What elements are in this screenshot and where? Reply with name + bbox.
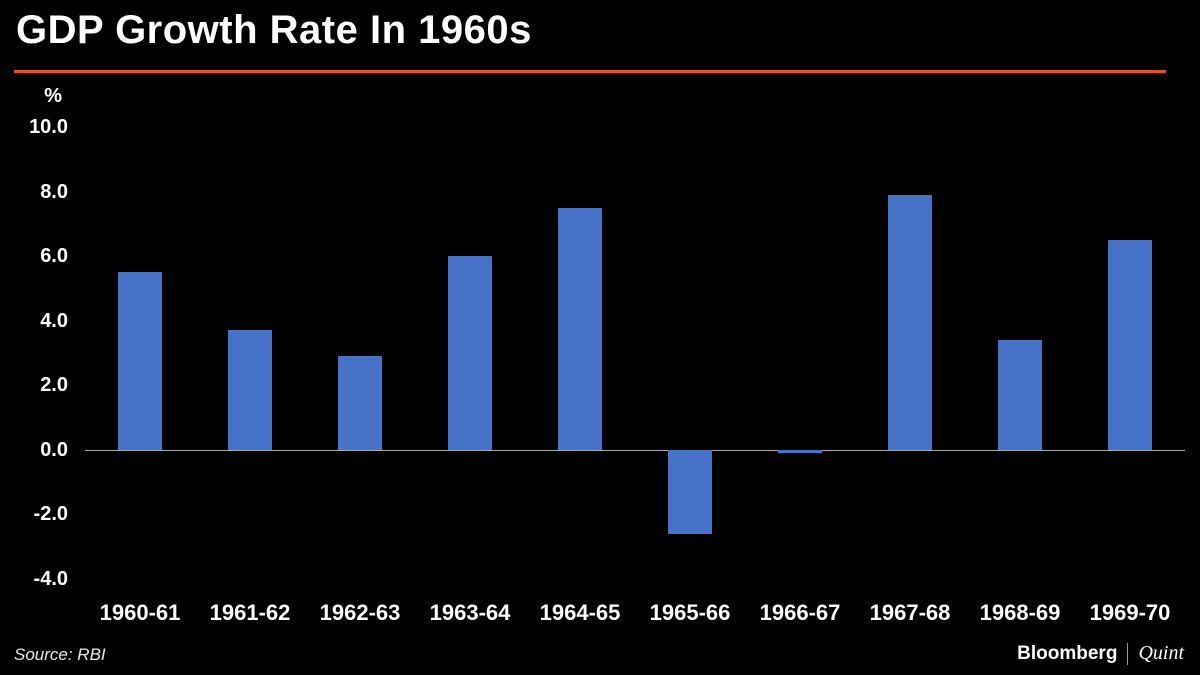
y-tick-label: -4.0 <box>33 567 68 590</box>
bar <box>888 195 932 450</box>
y-tick-label: 6.0 <box>40 245 68 268</box>
title-underline <box>14 70 1166 73</box>
quint-wordmark: Quint <box>1138 642 1184 664</box>
zero-axis-line <box>85 449 1185 451</box>
x-tick-label: 1968-69 <box>979 600 1061 625</box>
bar <box>668 449 712 534</box>
x-tick-label: 1963-64 <box>429 600 511 625</box>
brand-logo: Bloomberg Quint <box>1017 642 1184 665</box>
bloomberg-wordmark: Bloomberg <box>1017 642 1118 664</box>
bar <box>778 449 822 454</box>
chart-title: GDP Growth Rate In 1960s <box>16 8 532 52</box>
x-tick-label: 1965-66 <box>649 600 731 625</box>
y-tick-label: 2.0 <box>40 374 68 397</box>
x-tick-label: 1966-67 <box>759 600 841 625</box>
y-tick-label: 4.0 <box>40 309 68 332</box>
bar <box>558 207 602 450</box>
y-tick-label: 10.0 <box>29 116 68 139</box>
x-tick-label: 1962-63 <box>319 600 401 625</box>
bar <box>998 340 1042 450</box>
x-tick-label: 1969-70 <box>1089 600 1171 625</box>
y-tick-label: -2.0 <box>33 503 68 526</box>
bar <box>338 356 382 450</box>
y-axis-unit-label: % <box>44 85 62 107</box>
bar <box>1108 240 1152 450</box>
source-label: Source: RBI <box>14 645 106 664</box>
x-tick-label: 1961-62 <box>209 600 291 625</box>
x-tick-label: 1960-61 <box>99 600 181 625</box>
x-tick-label: 1967-68 <box>869 600 951 625</box>
bar <box>228 330 272 450</box>
x-tick-label: 1964-65 <box>539 600 621 625</box>
y-tick-label: 0.0 <box>40 438 68 461</box>
bar <box>118 272 162 450</box>
brand-divider <box>1127 642 1129 665</box>
bar <box>448 256 492 450</box>
y-tick-label: 8.0 <box>40 180 68 203</box>
